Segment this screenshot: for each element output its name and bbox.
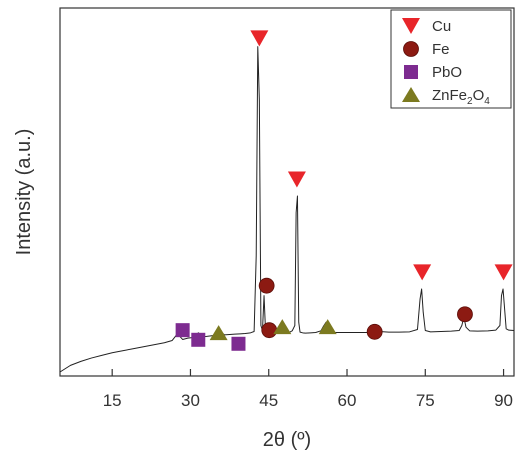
cu-peak-marker: [494, 264, 513, 281]
legend-znfe-symbol: [402, 87, 420, 102]
legend: Cu Fe PbO ZnFe2O4: [390, 9, 512, 109]
x-tick-label: 30: [181, 391, 200, 410]
legend-label: Cu: [432, 18, 451, 35]
cu-peak-marker: [250, 30, 269, 47]
pbo-peak-marker: [231, 336, 246, 351]
fe-peak-marker: [258, 277, 275, 294]
pbo-peak-marker: [175, 323, 190, 338]
znfe2o4-peak-marker: [318, 319, 337, 335]
x-tick-label: 75: [416, 391, 435, 410]
legend-cu-symbol: [402, 18, 420, 34]
legend-fe-symbol: [403, 41, 419, 57]
tick-layer: 15 30 45 60 75 90: [103, 369, 513, 410]
cu-peak-marker: [287, 171, 306, 188]
pbo-peak-marker: [191, 332, 206, 347]
fe-peak-marker: [366, 323, 383, 340]
legend-label: Fe: [432, 41, 450, 58]
cu-peak-marker: [413, 264, 432, 281]
znfe2o4-peak-marker: [209, 325, 228, 341]
legend-pbo-symbol: [404, 65, 418, 79]
fe-peak-marker: [457, 306, 473, 323]
znfe2o4-peak-marker: [273, 319, 292, 335]
fe-peak-marker: [261, 322, 278, 339]
x-axis-label: 2θ (º): [263, 429, 311, 451]
legend-items: Cu Fe PbO ZnFe2O4: [402, 18, 490, 107]
legend-label: PbO: [432, 64, 462, 81]
x-tick-label: 15: [103, 391, 122, 410]
legend-label: ZnFe2O4: [432, 87, 490, 107]
y-axis-label: Intensity (a.u.): [13, 129, 35, 256]
x-tick-label: 90: [494, 391, 513, 410]
marker-layer: [175, 30, 513, 351]
x-tick-label: 60: [338, 391, 357, 410]
x-tick-label: 45: [259, 391, 278, 410]
plot-frame: [59, 7, 515, 377]
